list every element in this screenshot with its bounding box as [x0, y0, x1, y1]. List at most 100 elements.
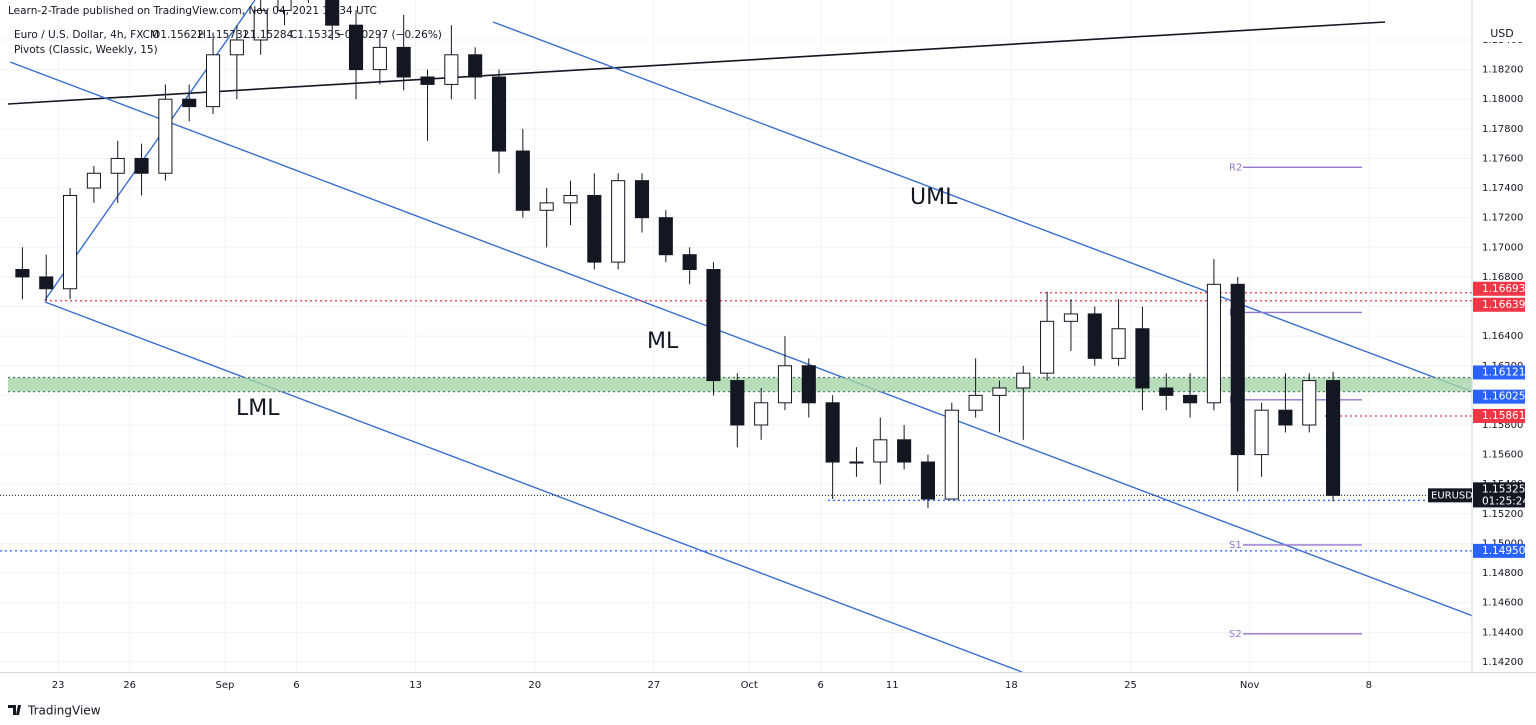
annotation: UML: [910, 185, 958, 210]
countdown: 01:25:24: [1482, 495, 1529, 507]
candle-body: [992, 387, 1007, 396]
candle-body: [706, 269, 721, 382]
median-line: [9, 61, 1472, 617]
x-tick-label: 6: [818, 680, 824, 691]
y-tick-label: 1.17600: [1482, 153, 1523, 164]
pivot-label: S1: [1229, 540, 1242, 551]
annotation: LML: [236, 396, 280, 421]
candle-body: [134, 157, 149, 174]
candle-body: [825, 402, 840, 463]
price-tag: [1473, 365, 1525, 380]
brand: TradingView: [27, 704, 101, 718]
price-tag-label: 1.14950: [1482, 545, 1525, 557]
y-tick-label: 1.18000: [1482, 94, 1523, 105]
indicator: Pivots (Classic, Weekly, 15): [14, 44, 158, 56]
footer-logo: TradingView: [8, 704, 101, 718]
drawings: [7, 0, 1472, 672]
candle-body: [348, 24, 364, 71]
candle-body: [968, 394, 983, 411]
currency: USD: [1490, 27, 1514, 40]
y-tick-label: 1.15800: [1482, 420, 1523, 431]
x-tick-label: 20: [528, 680, 541, 691]
candle-body: [372, 46, 387, 71]
candle-body: [682, 254, 697, 271]
candle-body: [15, 269, 30, 278]
symbol: Euro / U.S. Dollar, 4h, FXCM: [14, 29, 159, 41]
y-tick-label: 1.14200: [1482, 657, 1523, 668]
last-price-label: 1.15325: [1482, 483, 1525, 495]
y-tick-label: 1.14600: [1482, 598, 1523, 609]
last-price-tag: [1473, 482, 1525, 508]
trend-line: [7, 21, 1386, 105]
candle-body: [634, 180, 650, 219]
price-tags: 1.16693 1.16639 1.16121 1.16025 1.15861 1.152…: [1428, 281, 1529, 558]
price-tag: [1473, 297, 1525, 312]
candle-body: [1183, 394, 1198, 404]
candle-body: [86, 172, 101, 189]
candle-body: [515, 150, 530, 211]
candle-body: [420, 76, 435, 85]
candle-body: [491, 76, 507, 152]
y-tick-label: 1.14800: [1482, 568, 1523, 579]
candle-body: [1016, 372, 1031, 389]
x-tick-label: 25: [1124, 680, 1137, 691]
candle-body: [849, 461, 864, 464]
candle-body: [563, 194, 578, 204]
price-tag-label: 1.15861: [1482, 410, 1525, 422]
candle-body: [920, 461, 936, 500]
candle-body: [229, 39, 244, 56]
y-tick-label: 1.15600: [1482, 450, 1523, 461]
candle-body: [253, 9, 268, 41]
price-tag: [1473, 408, 1525, 423]
y-tick-label: 1.17400: [1482, 183, 1523, 194]
annotation: ML: [647, 329, 679, 354]
publisher: Learn-2-Trade published on TradingView.c…: [8, 5, 377, 17]
candle-body: [205, 54, 221, 108]
x-tick-label: 6: [293, 680, 299, 691]
candle-body: [110, 157, 125, 174]
x-tick-label: Sep: [216, 680, 235, 691]
candle-body: [444, 54, 459, 85]
candle-body: [897, 439, 912, 463]
ohlc-close: C1.15325: [290, 29, 341, 41]
candle-body: [325, 0, 340, 26]
candle-body: [1040, 320, 1055, 374]
trend-line: [44, 0, 256, 301]
price-tag-label: 1.16639: [1482, 299, 1525, 311]
candle-body: [658, 217, 673, 256]
candle-body: [777, 365, 793, 404]
candle-body: [873, 439, 888, 463]
x-tick-label: 8: [1366, 680, 1372, 691]
y-tick-label: 1.17000: [1482, 242, 1523, 253]
candle-body: [730, 380, 745, 426]
candle-body: [1326, 380, 1341, 496]
candle-body: [396, 46, 411, 78]
y-tick-label: 1.16800: [1482, 272, 1523, 283]
candle-body: [754, 402, 769, 426]
ohlc-low: L1.15284: [244, 29, 294, 41]
candle-body: [182, 98, 197, 108]
x-tick-label: 26: [123, 680, 136, 691]
x-tick-label: 11: [886, 680, 899, 691]
y-tick-label: 1.16400: [1482, 331, 1523, 342]
currency-box: [1480, 26, 1524, 42]
candle-body: [611, 180, 626, 263]
y-tick-label: 1.14400: [1482, 627, 1523, 638]
price-tag-label: 1.16121: [1482, 366, 1525, 378]
ohlc-change: −0.00297 (−0.26%): [336, 29, 442, 41]
candle-body: [539, 202, 554, 211]
candle-body: [1278, 409, 1293, 426]
y-tick-label: 1.17800: [1482, 124, 1523, 135]
x-tick-label: Nov: [1240, 680, 1260, 691]
candle-body: [1254, 409, 1269, 456]
price-tag: [1473, 389, 1525, 404]
y-tick-label: 1.18200: [1482, 65, 1523, 76]
price-tag: [1473, 281, 1525, 296]
candle-body: [1087, 313, 1102, 359]
pivot-label: S2: [1229, 629, 1242, 640]
logo-icon: [8, 705, 21, 715]
candle-body: [1302, 380, 1317, 426]
candle-body: [39, 276, 54, 290]
